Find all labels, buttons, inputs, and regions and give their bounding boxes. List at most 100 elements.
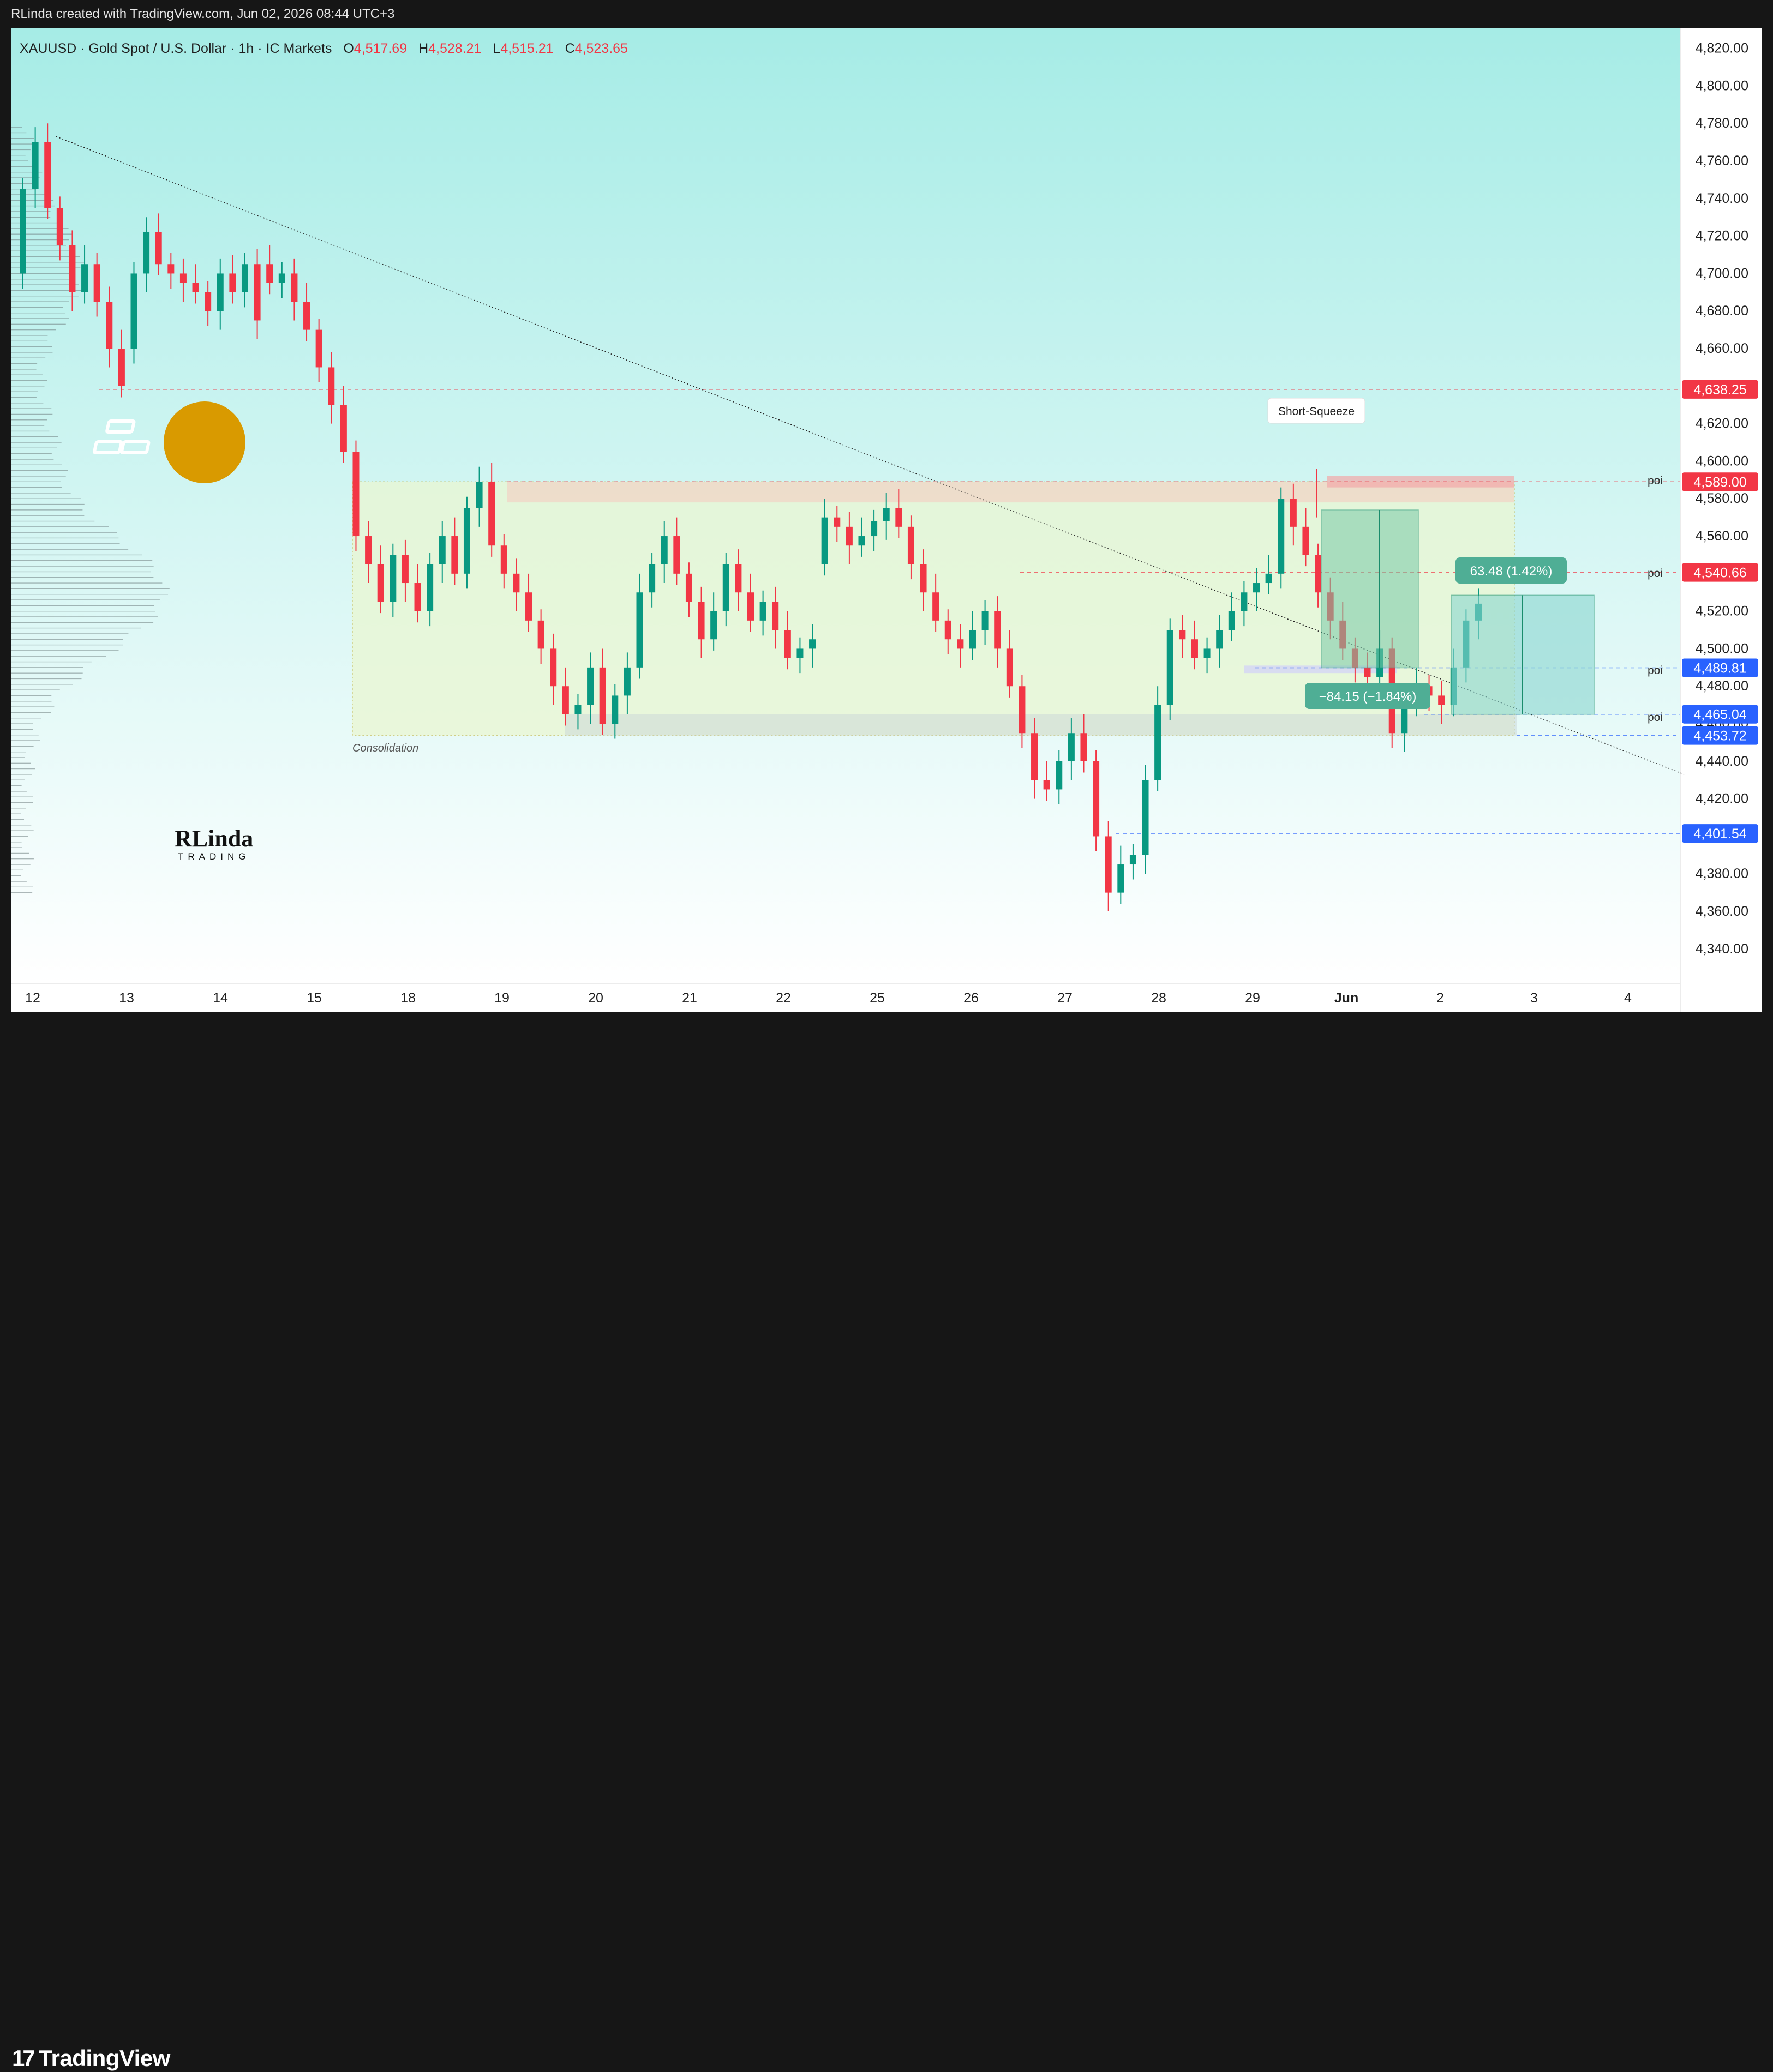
candle-body <box>32 142 39 189</box>
x-tick-label: 27 <box>1057 990 1073 1006</box>
tradingview-logo-mark-icon: 17 <box>12 2045 35 2071</box>
x-tick-label: 18 <box>400 990 416 1006</box>
candle-body <box>624 667 631 696</box>
demand-zone <box>565 714 1517 736</box>
candle-body <box>1043 780 1050 790</box>
price-chart[interactable]: 4,820.00 4,800.00 4,780.00 4,760.00 4,740.00… <box>11 28 1762 1012</box>
price-tag-label: 4,589.00 <box>1693 475 1746 490</box>
tradingview-logo[interactable]: 17 TradingView <box>12 2045 170 2072</box>
price-tag-bg <box>1682 380 1758 399</box>
candle-body <box>229 273 236 292</box>
candle-body <box>932 592 939 621</box>
candle-body <box>537 620 544 649</box>
candle-body <box>143 232 150 274</box>
y-tick-label: 4,760.00 <box>1696 153 1748 169</box>
y-tick-label: 4,820.00 <box>1696 41 1748 56</box>
price-tag-bg <box>1682 658 1758 677</box>
rlinda-watermark: RLinda TRADING <box>175 825 253 862</box>
candle-body <box>759 602 766 621</box>
candle-body <box>1142 780 1149 855</box>
y-tick-label: 4,700.00 <box>1696 266 1748 281</box>
candle-body <box>846 526 853 546</box>
candle-body <box>525 592 532 621</box>
x-tick-label: 15 <box>307 990 322 1006</box>
x-tick-label: 26 <box>963 990 979 1006</box>
poi-label-4540: poi <box>1648 567 1663 580</box>
y-tick-label: 4,660.00 <box>1696 341 1748 356</box>
candle-body <box>427 564 434 611</box>
candle-body <box>636 592 643 668</box>
svg-text:63.48 (1.42%): 63.48 (1.42%) <box>1470 564 1553 579</box>
candle-body <box>698 602 705 640</box>
chart-credit: RLinda created with TradingView.com, Jun… <box>0 0 1773 28</box>
candle-body <box>254 264 261 321</box>
poi-label-4589: poi <box>1648 475 1663 487</box>
candle-body <box>315 329 322 368</box>
chart-legend: XAUUSD · Gold Spot / U.S. Dollar · 1h · … <box>20 41 628 56</box>
y-tick-label: 4,520.00 <box>1696 604 1748 619</box>
credit-text: RLinda created with TradingView.com, Jun… <box>11 7 395 21</box>
svg-text:RLinda: RLinda <box>175 825 253 852</box>
short-squeeze-callout: Short-Squeeze <box>1267 398 1365 424</box>
y-tick-label: 4,800.00 <box>1696 78 1748 93</box>
candle-body <box>1228 611 1235 630</box>
candle-body <box>106 302 113 349</box>
candle-body <box>1068 733 1075 761</box>
chart-frame[interactable]: 4,820.00 4,800.00 4,780.00 4,760.00 4,740.00… <box>11 28 1762 1012</box>
price-tag-label: 4,465.04 <box>1693 707 1746 723</box>
y-tick-label: 4,440.00 <box>1696 754 1748 769</box>
candle-body <box>1401 705 1408 734</box>
x-tick-label: 21 <box>682 990 697 1006</box>
candle-body <box>488 482 495 546</box>
price-tag-label: 4,638.25 <box>1693 382 1746 398</box>
candle-body <box>981 611 989 630</box>
candle-body <box>1105 836 1112 893</box>
candle-body <box>562 686 569 714</box>
candle-body <box>192 283 199 292</box>
candle-body <box>1438 695 1445 705</box>
x-tick-label: 4 <box>1624 990 1632 1006</box>
candle-body <box>1154 705 1161 780</box>
candle-body <box>439 536 446 564</box>
candle-body <box>710 611 717 640</box>
candle-body <box>1080 733 1087 761</box>
candle-body <box>130 273 137 349</box>
y-tick-label: 4,500.00 <box>1696 641 1748 656</box>
time-axis-panel <box>11 984 1680 1012</box>
candle-body <box>796 648 804 658</box>
candle-body <box>390 555 397 602</box>
candle-body <box>994 611 1001 649</box>
candle-body <box>1364 667 1371 677</box>
candle-body <box>661 536 668 564</box>
price-tag-bg <box>1682 563 1758 582</box>
y-tick-label: 4,560.00 <box>1696 528 1748 544</box>
candle-body <box>303 302 310 330</box>
x-tick-label: 13 <box>119 990 134 1006</box>
candle-body <box>291 273 298 302</box>
candle-body <box>957 639 964 649</box>
y-tick-label: 4,580.00 <box>1696 491 1748 506</box>
candle-body <box>1129 855 1136 865</box>
candle-body <box>1241 592 1248 611</box>
candle-body <box>772 602 779 630</box>
candle-body <box>883 508 890 521</box>
candle-body <box>649 564 656 593</box>
candle-body <box>673 536 680 574</box>
y-tick-label: 4,780.00 <box>1696 116 1748 131</box>
candle-body <box>1216 630 1223 649</box>
short-squeeze-zone <box>1327 476 1514 488</box>
short-position-box <box>1321 509 1419 669</box>
y-tick-label: 4,680.00 <box>1696 303 1748 319</box>
price-tag-bg <box>1682 705 1758 724</box>
candle-body <box>1290 499 1297 527</box>
x-tick-label: 19 <box>494 990 510 1006</box>
candle-body <box>217 273 224 311</box>
candle-body <box>377 564 384 602</box>
candle-body <box>944 620 951 640</box>
candle-body <box>402 555 409 584</box>
price-tag-bg <box>1682 726 1758 745</box>
candle-body <box>266 264 273 283</box>
price-tag-label: 4,453.72 <box>1693 729 1746 744</box>
footer: 17 TradingView <box>0 1012 1773 2071</box>
candle-body <box>1166 630 1173 705</box>
